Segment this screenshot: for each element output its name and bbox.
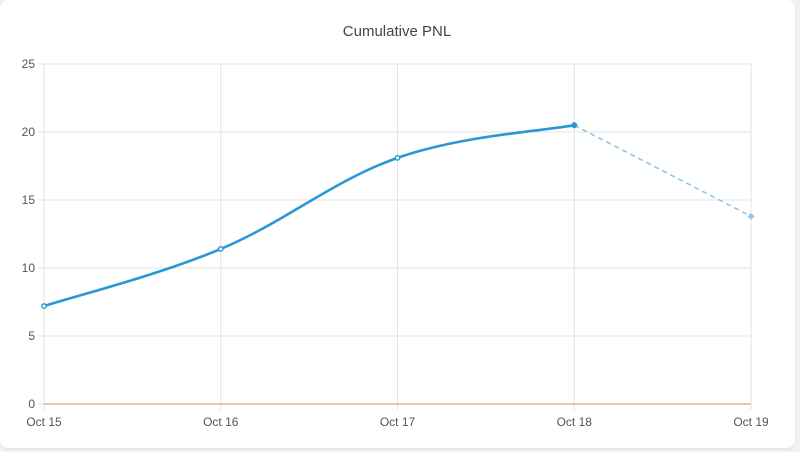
series-line xyxy=(42,123,576,308)
projected-line-segment xyxy=(573,124,752,218)
data-point-oct-17 xyxy=(394,154,401,161)
chart-title: Cumulative PNL xyxy=(343,23,451,40)
y-tick-label: 10 xyxy=(22,261,36,275)
series-layer xyxy=(41,121,755,309)
y-tick-label: 20 xyxy=(22,125,36,139)
y-tick-label: 25 xyxy=(22,57,36,71)
x-axis-ticks: Oct 15 Oct 16 Oct 17 Oct 18 Oct 19 xyxy=(26,415,769,429)
grid-lines xyxy=(38,63,752,410)
y-tick-label: 15 xyxy=(22,193,36,207)
y-tick-label: 5 xyxy=(28,329,35,343)
y-axis-ticks: 0 5 10 15 20 25 xyxy=(22,57,36,411)
x-tick-label: Oct 15 xyxy=(26,415,62,429)
x-tick-label: Oct 17 xyxy=(380,415,416,429)
data-point-oct-16 xyxy=(217,246,224,252)
x-tick-label: Oct 18 xyxy=(557,415,593,429)
diamond-point-oct-19 xyxy=(747,212,755,220)
diamond-point-oct-18 xyxy=(570,121,578,129)
data-point-oct-15 xyxy=(41,303,47,309)
x-tick-label: Oct 19 xyxy=(733,415,769,429)
y-tick-label: 0 xyxy=(28,397,35,411)
x-tick-label: Oct 16 xyxy=(203,415,239,429)
